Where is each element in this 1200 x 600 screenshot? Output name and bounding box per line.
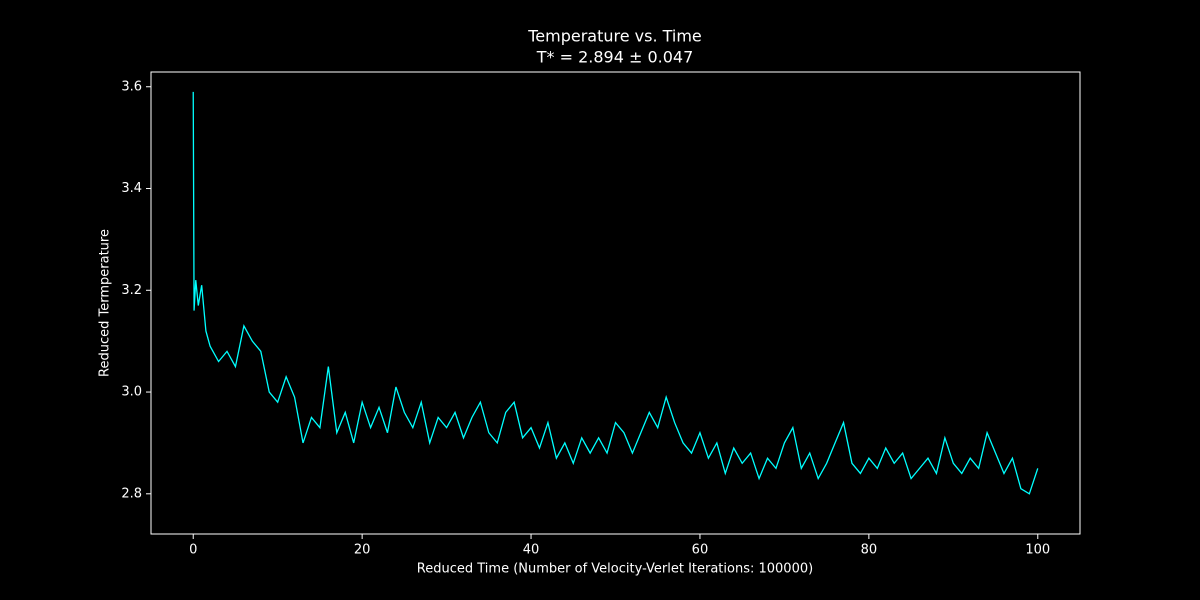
y-tick-label: 3.4	[121, 181, 142, 196]
y-tick-label: 2.8	[121, 486, 142, 501]
x-tick-label: 0	[189, 543, 197, 558]
x-tick-label: 80	[861, 543, 878, 558]
x-axis-label: Reduced Time (Number of Velocity-Verlet …	[417, 562, 813, 577]
chart-subtitle: T* = 2.894 ± 0.047	[536, 48, 694, 67]
y-tick-label: 3.6	[121, 79, 142, 94]
x-tick-label: 40	[523, 543, 540, 558]
y-axis-label: Reduced Termperature	[98, 229, 113, 377]
x-tick-label: 20	[354, 543, 371, 558]
plot-frame	[150, 71, 1081, 535]
y-tick-label: 3.0	[121, 385, 142, 400]
data-line	[192, 91, 1039, 495]
x-tick-label: 60	[692, 543, 709, 558]
y-tick-label: 3.2	[121, 283, 142, 298]
x-tick-label: 100	[1025, 543, 1050, 558]
chart-title: Temperature vs. Time	[527, 27, 702, 46]
